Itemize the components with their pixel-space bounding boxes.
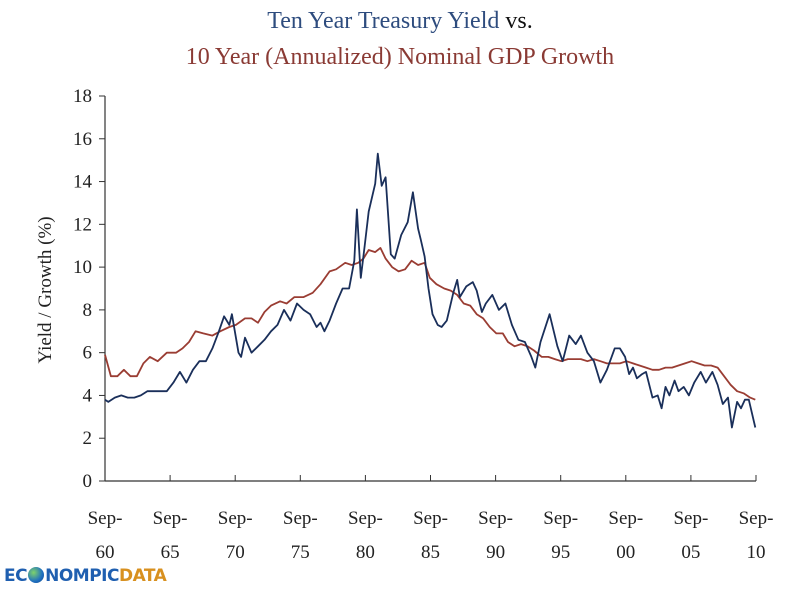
x-tick-label-year: 10 xyxy=(747,542,766,563)
y-tick-label: 14 xyxy=(73,172,93,193)
x-tick-labels: Sep- 60 Sep- 65 Sep- 70 Sep- 75 Sep- 80 Sep- 85 Sep-… xyxy=(88,508,774,563)
chart-title-line1: Ten Year Treasury Yield vs. xyxy=(0,8,800,35)
chart-title-line2: 10 Year (Annualized) Nominal GDP Growth xyxy=(185,44,615,70)
x-tick-label-month: Sep- xyxy=(88,508,123,529)
x-tick-label-month: Sep- xyxy=(478,508,513,529)
x-tick-label-year: 70 xyxy=(226,542,245,563)
x-tick-label-month: Sep- xyxy=(218,508,253,529)
y-tick-label: 16 xyxy=(73,129,92,150)
logo-text-ec: EC xyxy=(4,566,28,586)
x-tick-label-year: 65 xyxy=(161,542,180,563)
x-tick-label-year: 80 xyxy=(356,542,375,563)
title-treasury: Ten Year Treasury Yield xyxy=(267,8,500,34)
y-tick-label: 2 xyxy=(83,428,93,449)
y-tick-label: 10 xyxy=(73,257,92,278)
x-tick-label-year: 95 xyxy=(551,542,570,563)
treasury-yield-line xyxy=(104,152,757,429)
x-tick-label-month: Sep- xyxy=(673,508,708,529)
x-tick-label-year: 05 xyxy=(681,542,700,563)
x-tick-label-month: Sep- xyxy=(413,508,448,529)
logo-text-nompic: NOMPIC xyxy=(45,566,119,586)
x-tick-label-year: 75 xyxy=(291,542,310,563)
x-tick-label-month: Sep- xyxy=(348,508,383,529)
y-tick-label: 18 xyxy=(73,86,92,107)
y-tick-label: 6 xyxy=(83,343,93,364)
y-tick-label: 4 xyxy=(83,385,93,406)
x-tick-label-year: 60 xyxy=(96,542,115,563)
title-vs: vs. xyxy=(505,8,533,34)
y-tick-labels: 0 2 4 6 8 10 12 14 16 18 xyxy=(73,86,93,492)
gdp-growth-line xyxy=(104,246,756,401)
y-tick-label: 12 xyxy=(73,214,92,235)
x-tick-label-month: Sep- xyxy=(739,508,774,529)
globe-icon xyxy=(28,567,45,583)
y-tick-label: 0 xyxy=(83,471,93,492)
series-group xyxy=(104,152,757,429)
logo-text-data: DATA xyxy=(118,566,167,586)
x-tick-label-month: Sep- xyxy=(283,508,318,529)
x-tick-label-month: Sep- xyxy=(543,508,578,529)
y-tick-label: 8 xyxy=(83,300,93,321)
economicdata-logo: EC NOMPICDATA xyxy=(4,566,167,586)
x-tick-label-year: 00 xyxy=(616,542,635,563)
x-tick-label-month: Sep- xyxy=(608,508,643,529)
x-tick-label-year: 90 xyxy=(486,542,505,563)
x-tick-label-year: 85 xyxy=(421,542,440,563)
x-tick-label-month: Sep- xyxy=(153,508,188,529)
axes xyxy=(99,95,757,482)
y-axis-label: Yield / Growth (%) xyxy=(35,216,56,363)
